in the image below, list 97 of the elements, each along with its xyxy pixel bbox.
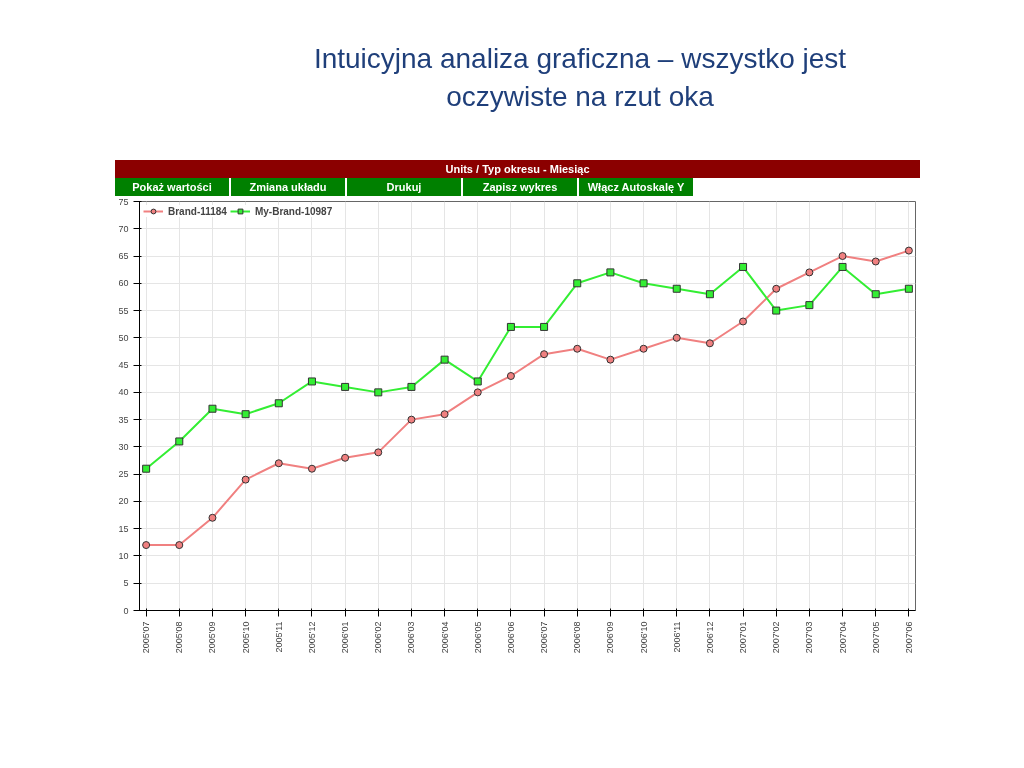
- point: [274, 459, 283, 468]
- point: [142, 541, 151, 550]
- point: [871, 257, 880, 266]
- point: [473, 377, 482, 386]
- y-tick-label: 25: [118, 469, 129, 480]
- point: [672, 333, 681, 342]
- point: [175, 541, 184, 550]
- legend-label: Brand-11184: [168, 205, 227, 217]
- point: [341, 453, 350, 462]
- point: [772, 306, 781, 315]
- text: Zapisz wykres: [463, 178, 577, 196]
- x-tick-label: 2006'04: [439, 621, 450, 654]
- text: Pokaż wartości: [115, 178, 229, 196]
- y-tick-label: 0: [123, 605, 129, 616]
- point: [739, 317, 748, 326]
- point: [241, 410, 250, 419]
- point: [341, 382, 350, 391]
- point: [871, 290, 880, 299]
- point: [473, 388, 482, 397]
- point: [805, 268, 814, 277]
- point: [175, 437, 184, 446]
- y-tick-label: 65: [118, 251, 129, 262]
- legend-label: My-Brand-10987: [254, 205, 333, 217]
- point: [208, 404, 217, 413]
- point: [307, 464, 316, 473]
- x-tick-label: 2007'03: [804, 621, 815, 654]
- x-tick-label: 2006'08: [572, 621, 583, 654]
- x-tick-label: 2006'10: [638, 621, 649, 654]
- point: [672, 284, 681, 293]
- y-tick-label: 55: [118, 305, 129, 316]
- text: Włącz Autoskalę Y: [579, 178, 693, 196]
- text: Drukuj: [347, 178, 461, 196]
- x-tick-label: 2007'05: [870, 621, 881, 654]
- y-tick-label: 45: [118, 360, 129, 371]
- y-tick-label: 70: [118, 223, 129, 234]
- point: [540, 322, 549, 331]
- x-tick-label: 2005'07: [141, 621, 152, 654]
- point: [739, 262, 748, 271]
- y-tick-label: 35: [118, 414, 129, 425]
- point: [772, 284, 781, 293]
- x-tick-label: 2005'08: [174, 621, 185, 654]
- point: [208, 513, 217, 522]
- point: [838, 262, 847, 271]
- point: [904, 284, 913, 293]
- point: [805, 301, 814, 310]
- x-tick-label: 2005'10: [240, 621, 251, 654]
- x-tick-label: 2006'06: [505, 621, 516, 654]
- chart-title: Intuicyjna analiza graficzna – wszystko jest oczywiste na rzut oka: [312, 42, 848, 114]
- y-tick-label: 30: [118, 441, 129, 452]
- point: [407, 382, 416, 391]
- point: [307, 377, 316, 386]
- y-tick-label: 5: [123, 578, 129, 589]
- point: [540, 350, 549, 359]
- y-tick-label: 50: [118, 332, 129, 343]
- point: [142, 464, 151, 473]
- x-tick-label: 2005'12: [306, 621, 317, 654]
- x-tick-label: 2007'04: [837, 621, 848, 654]
- x-tick-label: 2005'11: [273, 621, 284, 653]
- x-tick-label: 2005'09: [207, 621, 218, 654]
- point: [374, 448, 383, 457]
- x-tick-label: 2006'12: [704, 621, 715, 654]
- x-tick-label: 2007'06: [903, 621, 914, 654]
- point: [440, 355, 449, 364]
- y-tick-label: 10: [118, 550, 129, 561]
- point: [705, 290, 714, 299]
- y-tick-label: 20: [118, 496, 129, 507]
- point: [606, 268, 615, 277]
- point: [407, 415, 416, 424]
- x-tick-label: 2006'11: [671, 621, 682, 653]
- y-tick-label: 15: [118, 523, 129, 534]
- x-tick-label: 2006'02: [373, 621, 384, 654]
- x-tick-label: 2006'01: [340, 621, 351, 654]
- point: [838, 252, 847, 261]
- point: [241, 475, 250, 484]
- x-tick-label: 2007'02: [771, 621, 782, 654]
- x-tick-label: 2006'05: [472, 621, 483, 654]
- point: [573, 344, 582, 353]
- text: Zmiana układu: [231, 178, 345, 196]
- point: [705, 339, 714, 348]
- chart-subtitle: Units / Typ okresu - Miesiąc: [115, 160, 920, 178]
- point: [639, 279, 648, 288]
- point: [573, 279, 582, 288]
- point: [274, 399, 283, 408]
- point: [506, 372, 515, 380]
- point: [374, 388, 383, 397]
- x-tick-label: 2007'01: [738, 621, 749, 654]
- point: [440, 410, 449, 419]
- point: [506, 322, 515, 331]
- x-tick-label: 2006'03: [406, 621, 417, 654]
- y-tick-label: 60: [118, 278, 129, 289]
- point: [606, 355, 615, 364]
- y-tick-label: 40: [118, 387, 129, 398]
- x-tick-label: 2006'07: [539, 621, 550, 654]
- point: [904, 246, 913, 255]
- y-tick-label: 75: [118, 196, 129, 207]
- point: [639, 344, 648, 353]
- x-tick-label: 2006'09: [605, 621, 616, 654]
